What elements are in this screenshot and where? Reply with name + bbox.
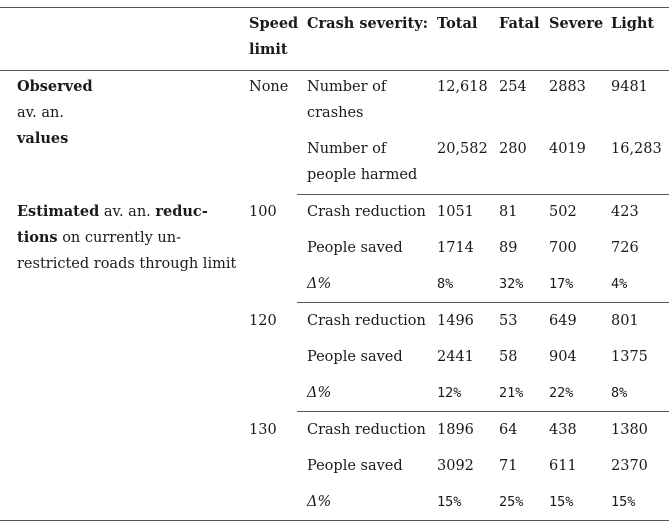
observed-label-line2: av. an. xyxy=(17,105,64,121)
estimated-label-line2: tions on currently un- xyxy=(17,225,181,251)
cell-total: 3092 xyxy=(437,458,474,474)
cell-light: 726 xyxy=(611,240,639,256)
cell-total: 12% xyxy=(437,385,462,401)
estimated-label-l1-bold: Estimated xyxy=(17,203,100,220)
table-top-rule xyxy=(0,7,669,8)
cell-light: 423 xyxy=(611,204,639,220)
header-crash-severity: Crash severity: xyxy=(307,15,428,32)
cell-total: 1051 xyxy=(437,204,474,220)
group-120-bottom-rule xyxy=(297,411,669,412)
cell-severe: 22% xyxy=(549,385,574,401)
cell-light: 15% xyxy=(611,494,636,510)
header-total: Total xyxy=(437,15,478,32)
row-label-delta: Δ% xyxy=(307,276,332,292)
cell-light: 1380 xyxy=(611,422,648,438)
cell-fatal: 89 xyxy=(499,240,518,256)
cell-total: 1714 xyxy=(437,240,474,256)
observed-speed: None xyxy=(249,79,289,95)
group-speed: 120 xyxy=(249,313,277,329)
cell-severe: 17% xyxy=(549,276,574,292)
observed-harmed-fatal: 280 xyxy=(499,141,527,157)
estimated-label-line1: Estimated av. an. reduc- xyxy=(17,199,208,225)
observed-harmed-light: 16,283 xyxy=(611,141,662,157)
cell-severe: 700 xyxy=(549,240,577,256)
cell-severe: 649 xyxy=(549,313,577,329)
group-speed: 130 xyxy=(249,422,277,438)
cell-light: 1375 xyxy=(611,349,648,365)
observed-row-harmed-label2: people harmed xyxy=(307,167,418,183)
cell-light: 4% xyxy=(611,276,628,292)
observed-crashes-light: 9481 xyxy=(611,79,648,95)
cell-fatal: 64 xyxy=(499,422,518,438)
estimated-label-l1-bold2: reduc- xyxy=(155,203,208,220)
header-speed-limit-line1: Speed xyxy=(249,15,299,32)
observed-row-crashes-label2: crashes xyxy=(307,105,364,121)
cell-light: 8% xyxy=(611,385,628,401)
cell-total: 2441 xyxy=(437,349,474,365)
row-label: People saved xyxy=(307,240,403,256)
cell-severe: 611 xyxy=(549,458,577,474)
cell-severe: 438 xyxy=(549,422,577,438)
observed-crashes-severe: 2883 xyxy=(549,79,586,95)
row-label-delta: Δ% xyxy=(307,494,332,510)
group-speed: 100 xyxy=(249,204,277,220)
observed-row-crashes-label1: Number of xyxy=(307,79,387,95)
cell-fatal: 81 xyxy=(499,204,518,220)
cell-severe: 502 xyxy=(549,204,577,220)
observed-row-harmed-label1: Number of xyxy=(307,141,387,157)
cell-fatal: 21% xyxy=(499,385,524,401)
observed-bottom-rule xyxy=(297,194,669,195)
cell-fatal: 71 xyxy=(499,458,518,474)
row-label: People saved xyxy=(307,458,403,474)
header-bottom-rule xyxy=(0,70,669,71)
observed-harmed-severe: 4019 xyxy=(549,141,586,157)
observed-harmed-total: 20,582 xyxy=(437,141,488,157)
cell-fatal: 32% xyxy=(499,276,524,292)
cell-fatal: 53 xyxy=(499,313,518,329)
estimated-label-l2-bold: tions xyxy=(17,229,58,246)
row-label: People saved xyxy=(307,349,403,365)
header-fatal: Fatal xyxy=(499,15,540,32)
cell-total: 8% xyxy=(437,276,454,292)
estimated-label-line3: restricted roads through limit xyxy=(17,256,237,272)
estimated-label-l1-a: av. an. xyxy=(99,204,156,220)
cell-severe: 15% xyxy=(549,494,574,510)
header-severe: Severe xyxy=(549,15,604,32)
cell-light: 801 xyxy=(611,313,639,329)
observed-crashes-total: 12,618 xyxy=(437,79,488,95)
group-100-bottom-rule xyxy=(297,302,669,303)
observed-label-line3: values xyxy=(17,130,69,147)
cell-total: 15% xyxy=(437,494,462,510)
estimated-label-l2-a: on currently un- xyxy=(57,230,181,246)
row-label: Crash reduction xyxy=(307,422,426,438)
header-light: Light xyxy=(611,15,655,32)
cell-total: 1896 xyxy=(437,422,474,438)
cell-severe: 904 xyxy=(549,349,577,365)
cell-total: 1496 xyxy=(437,313,474,329)
row-label: Crash reduction xyxy=(307,313,426,329)
row-label-delta: Δ% xyxy=(307,385,332,401)
cell-fatal: 25% xyxy=(499,494,524,510)
table-bottom-rule xyxy=(0,520,669,521)
cell-fatal: 58 xyxy=(499,349,518,365)
cell-light: 2370 xyxy=(611,458,648,474)
row-label: Crash reduction xyxy=(307,204,426,220)
header-speed-limit-line2: limit xyxy=(249,41,288,58)
observed-crashes-fatal: 254 xyxy=(499,79,527,95)
observed-label-line1: Observed xyxy=(17,78,93,95)
